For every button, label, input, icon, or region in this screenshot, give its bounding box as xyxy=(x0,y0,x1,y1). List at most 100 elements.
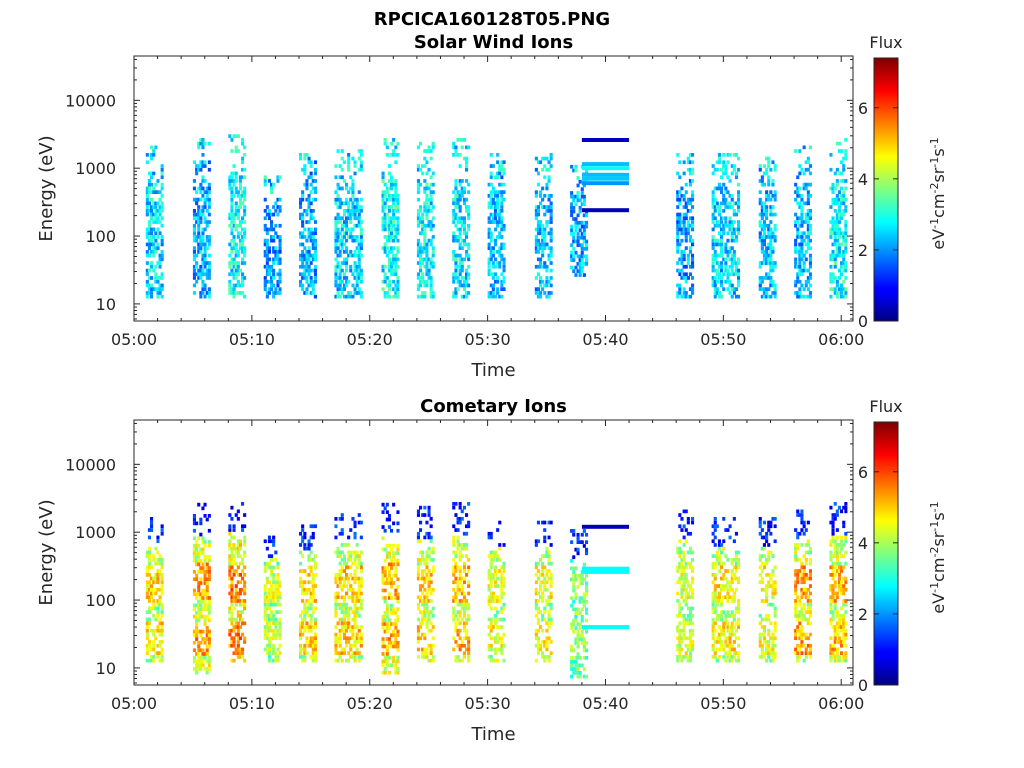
spectrogram-cell xyxy=(342,576,346,581)
spectrogram-cell xyxy=(574,265,578,270)
spectrogram-cell xyxy=(232,658,236,663)
spectrogram-cell xyxy=(496,250,500,254)
spectrogram-cell xyxy=(381,581,385,585)
spectrogram-cell xyxy=(416,164,420,168)
spectrogram-cell xyxy=(299,561,303,566)
spectrogram-cell xyxy=(549,231,553,236)
spectrogram-cell xyxy=(307,227,311,232)
spectrogram-cell xyxy=(534,539,538,544)
spectrogram-cell xyxy=(385,637,389,641)
spectrogram-cell xyxy=(419,636,423,641)
spectrogram-cell xyxy=(303,543,307,547)
spectrogram-cell xyxy=(462,505,466,510)
spectrogram-cell xyxy=(383,227,387,232)
spectrogram-cell xyxy=(203,242,207,247)
spectrogram-cell xyxy=(387,223,391,228)
spectrogram-cell xyxy=(467,145,471,150)
spectrogram-cell xyxy=(578,273,582,277)
spectrogram-cell xyxy=(425,264,429,269)
spectrogram-cell xyxy=(267,651,271,655)
spectrogram-cell xyxy=(452,279,456,284)
spectrogram-cell xyxy=(228,287,232,291)
spectrogram-cell xyxy=(263,539,267,544)
spectrogram-cell xyxy=(840,216,844,221)
spectrogram-cell xyxy=(684,246,688,250)
spectrogram-cell xyxy=(201,179,205,183)
spectrogram-cell xyxy=(263,276,267,280)
spectrogram-cell xyxy=(311,238,315,243)
spectrogram-cell xyxy=(238,194,242,198)
spectrogram-cell xyxy=(831,223,835,228)
spectrogram-cell xyxy=(489,253,493,258)
spectrogram-cell xyxy=(355,238,359,243)
spectrogram-cell xyxy=(572,659,576,664)
spectrogram-cell xyxy=(684,279,688,284)
spectrogram-cell xyxy=(502,171,506,176)
spectrogram-cell xyxy=(313,573,317,577)
spectrogram-cell xyxy=(230,584,234,588)
spectrogram-cell xyxy=(421,584,425,588)
spectrogram-cell xyxy=(502,643,506,648)
spectrogram-cell xyxy=(419,276,423,280)
spectrogram-cell xyxy=(800,250,804,254)
spectrogram-cell xyxy=(236,595,240,600)
spectrogram-cell xyxy=(844,149,848,153)
spectrogram-cell xyxy=(489,238,493,243)
spectrogram-cell xyxy=(265,227,269,232)
spectrogram-cell xyxy=(147,238,151,243)
spectrogram-cell xyxy=(467,216,471,221)
spectrogram-cell xyxy=(336,276,340,280)
spectrogram-cell xyxy=(496,291,500,295)
spectrogram-cell xyxy=(456,205,460,209)
spectrogram-cell xyxy=(152,205,156,209)
spectrogram-cell xyxy=(205,562,209,567)
spectrogram-cell xyxy=(387,257,391,262)
spectrogram-cell xyxy=(311,587,315,592)
spectrogram-cell xyxy=(313,197,317,202)
spectrogram-cell xyxy=(263,587,267,592)
spectrogram-cell xyxy=(351,591,355,596)
spectrogram-cell xyxy=(359,149,363,153)
spectrogram-cell xyxy=(840,186,844,191)
spectrogram-cell xyxy=(234,179,238,183)
spectrogram-cell xyxy=(458,268,462,273)
spectrogram-cell xyxy=(487,242,491,247)
spectrogram-cell xyxy=(715,160,719,165)
spectrogram-cell xyxy=(392,246,396,250)
spectrogram-cell xyxy=(585,600,589,604)
spectrogram-cell xyxy=(489,591,493,596)
spectrogram-cell xyxy=(765,205,769,209)
spectrogram-cell xyxy=(265,617,269,622)
spectrogram-cell xyxy=(572,206,576,210)
spectrogram-cell xyxy=(392,220,396,224)
spectrogram-cell xyxy=(353,253,357,258)
spectrogram-cell xyxy=(465,167,469,172)
spectrogram-cell xyxy=(765,253,769,258)
spectrogram-cell xyxy=(429,283,433,288)
spectrogram-cell xyxy=(338,628,342,633)
spectrogram-cell xyxy=(680,640,684,644)
spectrogram-cell xyxy=(145,617,149,622)
spectrogram-cell xyxy=(465,291,469,295)
spectrogram-cell xyxy=(572,570,576,574)
spectrogram-cell xyxy=(678,216,682,221)
spectrogram-cell xyxy=(502,565,506,570)
spectrogram-cell xyxy=(303,587,307,592)
spectrogram-cell xyxy=(272,294,276,299)
spectrogram-cell xyxy=(205,186,209,191)
spectrogram-cell xyxy=(160,294,164,299)
spectrogram-cell xyxy=(842,238,846,243)
spectrogram-cell xyxy=(347,565,351,570)
spectrogram-cell xyxy=(230,580,234,585)
spectrogram-cell xyxy=(580,243,584,247)
spectrogram-cell xyxy=(844,186,848,191)
spectrogram-cell xyxy=(425,250,429,254)
spectrogram-cell xyxy=(452,216,456,221)
spectrogram-cell xyxy=(201,648,205,653)
spectrogram-cell xyxy=(390,153,394,157)
spectrogram-cell xyxy=(500,257,504,262)
spectrogram-cell xyxy=(309,235,313,239)
spectrogram-cell xyxy=(263,628,267,633)
spectrogram-cell xyxy=(234,617,238,622)
spectrogram-cell xyxy=(416,640,420,644)
